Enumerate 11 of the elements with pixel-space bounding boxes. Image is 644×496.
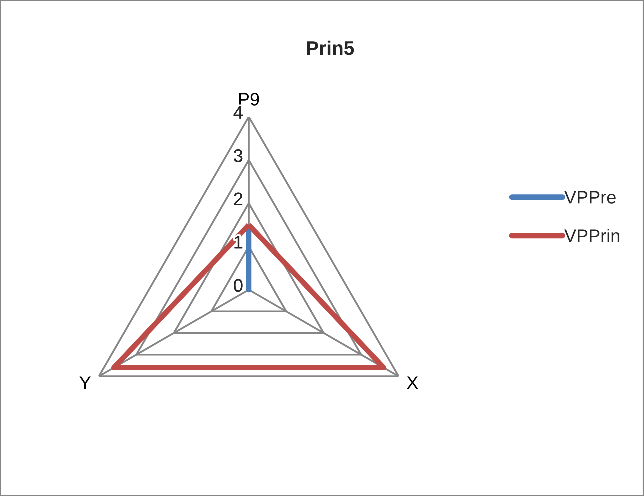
spoke-label: X bbox=[407, 376, 418, 390]
legend-label: VPPre bbox=[564, 191, 616, 204]
chart-title: Prin5 bbox=[307, 40, 354, 56]
y-tick-label: 3 bbox=[234, 150, 243, 162]
spoke-label: Y bbox=[80, 376, 91, 390]
y-tick-label: 4 bbox=[234, 106, 243, 119]
y-tick-label: 2 bbox=[234, 192, 243, 206]
y-tick-label: 1 bbox=[234, 236, 243, 249]
spoke-label: P9 bbox=[239, 93, 260, 106]
legend-label: VPPrin bbox=[564, 229, 620, 242]
y-tick-label: 0 bbox=[234, 279, 243, 292]
